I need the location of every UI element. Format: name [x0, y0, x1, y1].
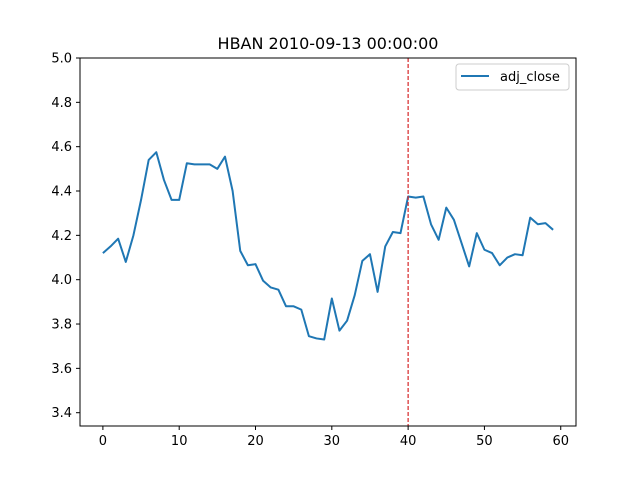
y-tick-label: 5.0: [51, 52, 72, 67]
y-tick-label: 3.4: [51, 406, 72, 421]
chart-title: HBAN 2010-09-13 00:00:00: [218, 34, 439, 53]
y-tick-label: 4.2: [51, 229, 72, 244]
y-tick-label: 4.4: [51, 185, 72, 200]
y-tick-label: 4.0: [51, 273, 72, 288]
y-tick-label: 4.8: [51, 96, 72, 111]
legend-label-adj-close: adj_close: [500, 70, 560, 85]
x-tick-label: 20: [247, 434, 264, 449]
x-tick-label: 40: [400, 434, 417, 449]
y-tick-label: 3.6: [51, 362, 72, 377]
x-tick-label: 10: [171, 434, 188, 449]
x-tick-label: 30: [324, 434, 341, 449]
plot-area: [102, 58, 554, 426]
x-tick-label: 0: [99, 434, 107, 449]
y-tick-label: 4.6: [51, 140, 72, 155]
series-line-adj-close: [102, 151, 554, 341]
x-tick-label: 60: [552, 434, 569, 449]
y-tick-label: 3.8: [51, 318, 72, 333]
x-tick-label: 50: [476, 434, 493, 449]
axes-frame: [79, 57, 577, 427]
axes: 0 10 20 30 40 50 60 3.4 3.6 3.8 4.0 4.2 4.4 4.6 4.8 5.0: [51, 52, 577, 449]
legend: adj_close: [455, 63, 570, 91]
legend-box: [455, 63, 570, 91]
